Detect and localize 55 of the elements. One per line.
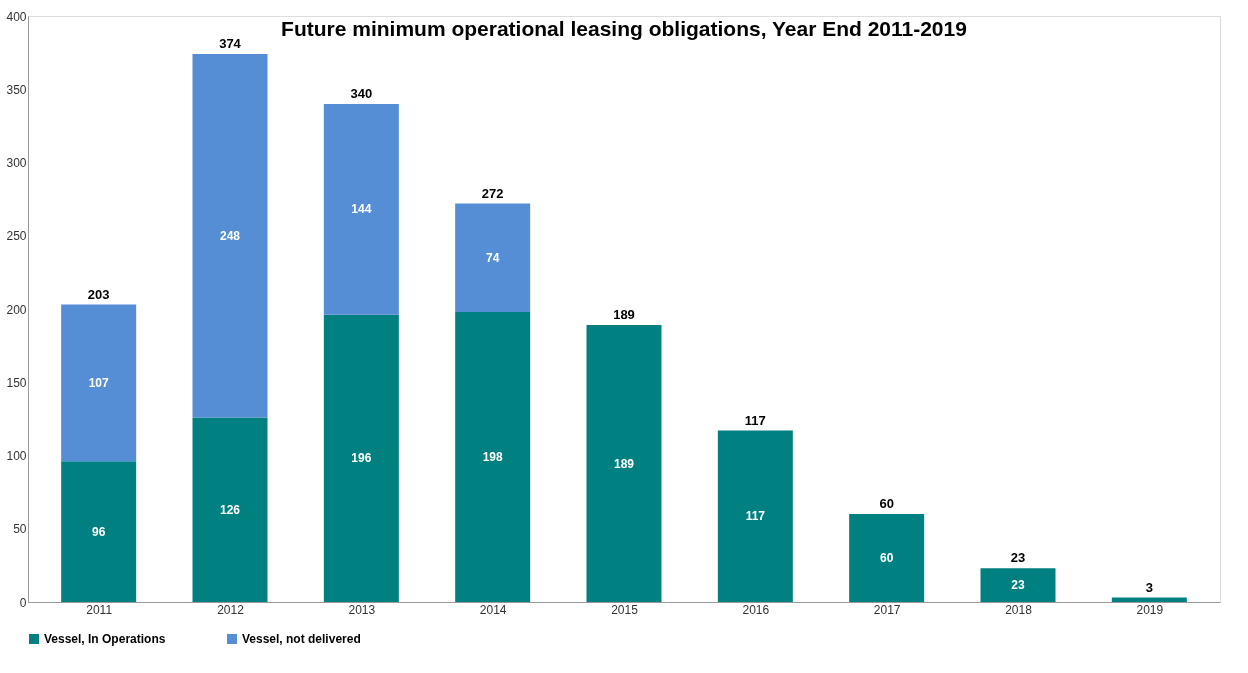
bar — [455, 311, 531, 602]
total-label: 340 — [350, 85, 373, 101]
data-label: 117 — [745, 509, 766, 524]
x-tick-label: 2014 — [479, 602, 507, 617]
x-tick-label: 2018 — [1005, 602, 1033, 617]
y-tick-label: 400 — [6, 9, 27, 24]
data-label: 74 — [485, 250, 500, 265]
data-label: 96 — [91, 524, 106, 539]
bar — [717, 430, 793, 602]
bar — [323, 314, 399, 602]
total-label: 272 — [481, 185, 504, 201]
x-tick-label: 2017 — [873, 602, 901, 617]
y-tick-label: 350 — [6, 82, 27, 97]
y-tick-label: 50 — [13, 522, 27, 537]
legend-label: Vessel, In Operations — [44, 632, 166, 646]
y-tick-label: 250 — [6, 229, 27, 244]
bar — [61, 461, 137, 602]
bar — [323, 103, 399, 315]
y-tick-label: 200 — [6, 302, 27, 317]
x-tick-label: 2016 — [742, 602, 770, 617]
bar — [61, 304, 137, 462]
data-label: 144 — [351, 202, 372, 217]
legend-label: Vessel, not delivered — [242, 632, 361, 646]
y-tick-label: 0 — [19, 595, 27, 610]
data-label: 189 — [613, 456, 635, 471]
total-label: 203 — [87, 286, 110, 302]
bar — [980, 568, 1056, 602]
bar — [849, 514, 925, 602]
bar — [192, 417, 268, 602]
y-tick-label: 150 — [6, 375, 27, 390]
x-tick-label: 2015 — [611, 602, 639, 617]
y-tick-label: 100 — [6, 449, 27, 463]
x-tick-label: 2012 — [217, 602, 245, 617]
data-label: 248 — [219, 228, 241, 243]
bar — [586, 325, 662, 602]
total-label: 23 — [1010, 550, 1026, 566]
bar — [192, 54, 268, 418]
data-label: 126 — [219, 502, 241, 517]
total-label: 117 — [744, 412, 766, 428]
x-tick-label: 2019 — [1136, 602, 1164, 617]
y-tick-label: 300 — [6, 156, 27, 170]
x-tick-label: 2011 — [86, 602, 113, 617]
bar — [455, 203, 531, 312]
data-label: 23 — [1011, 578, 1025, 593]
bar — [1111, 597, 1187, 602]
total-label: 189 — [613, 307, 635, 323]
data-label: 198 — [482, 449, 503, 464]
data-label: 107 — [88, 375, 109, 390]
data-label: 196 — [351, 451, 372, 466]
total-label: 3 — [1145, 579, 1153, 595]
total-label: 60 — [879, 496, 894, 512]
data-label: 60 — [879, 551, 894, 566]
total-label: 374 — [219, 36, 242, 52]
x-tick-label: 2013 — [348, 602, 376, 617]
chart-title: Future minimum operational leasing obligations, Year End 2011-2019 — [281, 17, 967, 40]
